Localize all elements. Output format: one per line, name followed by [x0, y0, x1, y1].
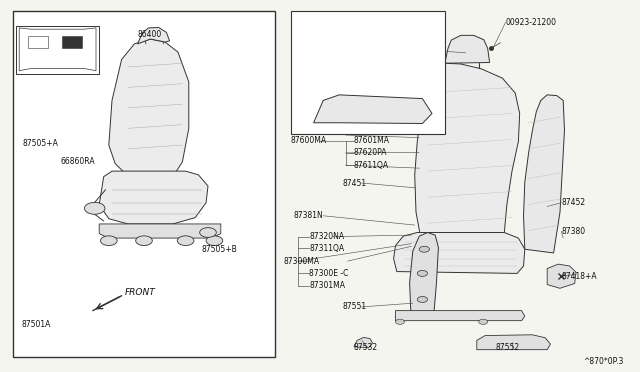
Text: 87300E -C: 87300E -C [309, 269, 349, 278]
Text: 87452: 87452 [561, 198, 586, 207]
Text: 87380: 87380 [561, 227, 586, 236]
Polygon shape [138, 28, 170, 44]
Text: 87601MA: 87601MA [354, 136, 390, 145]
Circle shape [417, 270, 428, 276]
Circle shape [206, 236, 223, 246]
Text: 87381N: 87381N [294, 211, 323, 220]
Polygon shape [19, 28, 96, 71]
Polygon shape [415, 63, 520, 246]
Polygon shape [314, 95, 432, 124]
Polygon shape [445, 35, 490, 63]
Text: 87505+A: 87505+A [22, 139, 58, 148]
Text: 87501A: 87501A [21, 320, 51, 329]
Text: 87600MA: 87600MA [291, 136, 326, 145]
Polygon shape [99, 171, 208, 224]
Text: 87532: 87532 [354, 343, 378, 352]
Text: 87620PA: 87620PA [354, 148, 387, 157]
Circle shape [177, 236, 194, 246]
Text: 87320NA: 87320NA [309, 232, 344, 241]
Text: 87418+A: 87418+A [561, 272, 597, 280]
Text: 00923-21200: 00923-21200 [506, 18, 557, 27]
Circle shape [200, 228, 216, 237]
Text: 86400: 86400 [138, 30, 162, 39]
Bar [291, 11, 445, 134]
Text: 87603: 87603 [354, 110, 378, 119]
Polygon shape [99, 224, 221, 238]
Text: 87551: 87551 [342, 302, 367, 311]
Polygon shape [410, 232, 438, 313]
Polygon shape [394, 232, 525, 273]
Circle shape [396, 319, 404, 324]
Text: 87602: 87602 [354, 122, 378, 131]
Polygon shape [477, 335, 550, 350]
Text: FRONT: FRONT [125, 288, 156, 296]
Text: 87451: 87451 [342, 179, 367, 187]
Polygon shape [547, 264, 576, 288]
Polygon shape [62, 36, 82, 48]
Polygon shape [109, 39, 189, 179]
Polygon shape [28, 36, 49, 48]
Circle shape [84, 202, 105, 214]
Circle shape [136, 236, 152, 246]
Text: 86400: 86400 [390, 44, 415, 53]
Text: 4S.GLE,AT: 4S.GLE,AT [293, 14, 332, 23]
Text: 87301MA: 87301MA [309, 281, 345, 290]
Circle shape [479, 319, 488, 324]
Text: 66860RA: 66860RA [61, 157, 95, 166]
Text: 87300MA: 87300MA [284, 257, 319, 266]
Text: 87611QA: 87611QA [354, 161, 389, 170]
Text: ^870*0P.3: ^870*0P.3 [584, 357, 624, 366]
Text: 87552: 87552 [496, 343, 520, 352]
Polygon shape [396, 311, 525, 321]
Bar [13, 11, 275, 357]
Text: 87700: 87700 [293, 29, 317, 38]
Circle shape [100, 236, 117, 246]
Text: 87505+B: 87505+B [202, 246, 237, 254]
Polygon shape [354, 337, 372, 348]
Text: 87311QA: 87311QA [309, 244, 344, 253]
Polygon shape [524, 95, 564, 253]
Circle shape [417, 296, 428, 302]
Bar [16, 26, 99, 74]
Circle shape [419, 246, 429, 252]
